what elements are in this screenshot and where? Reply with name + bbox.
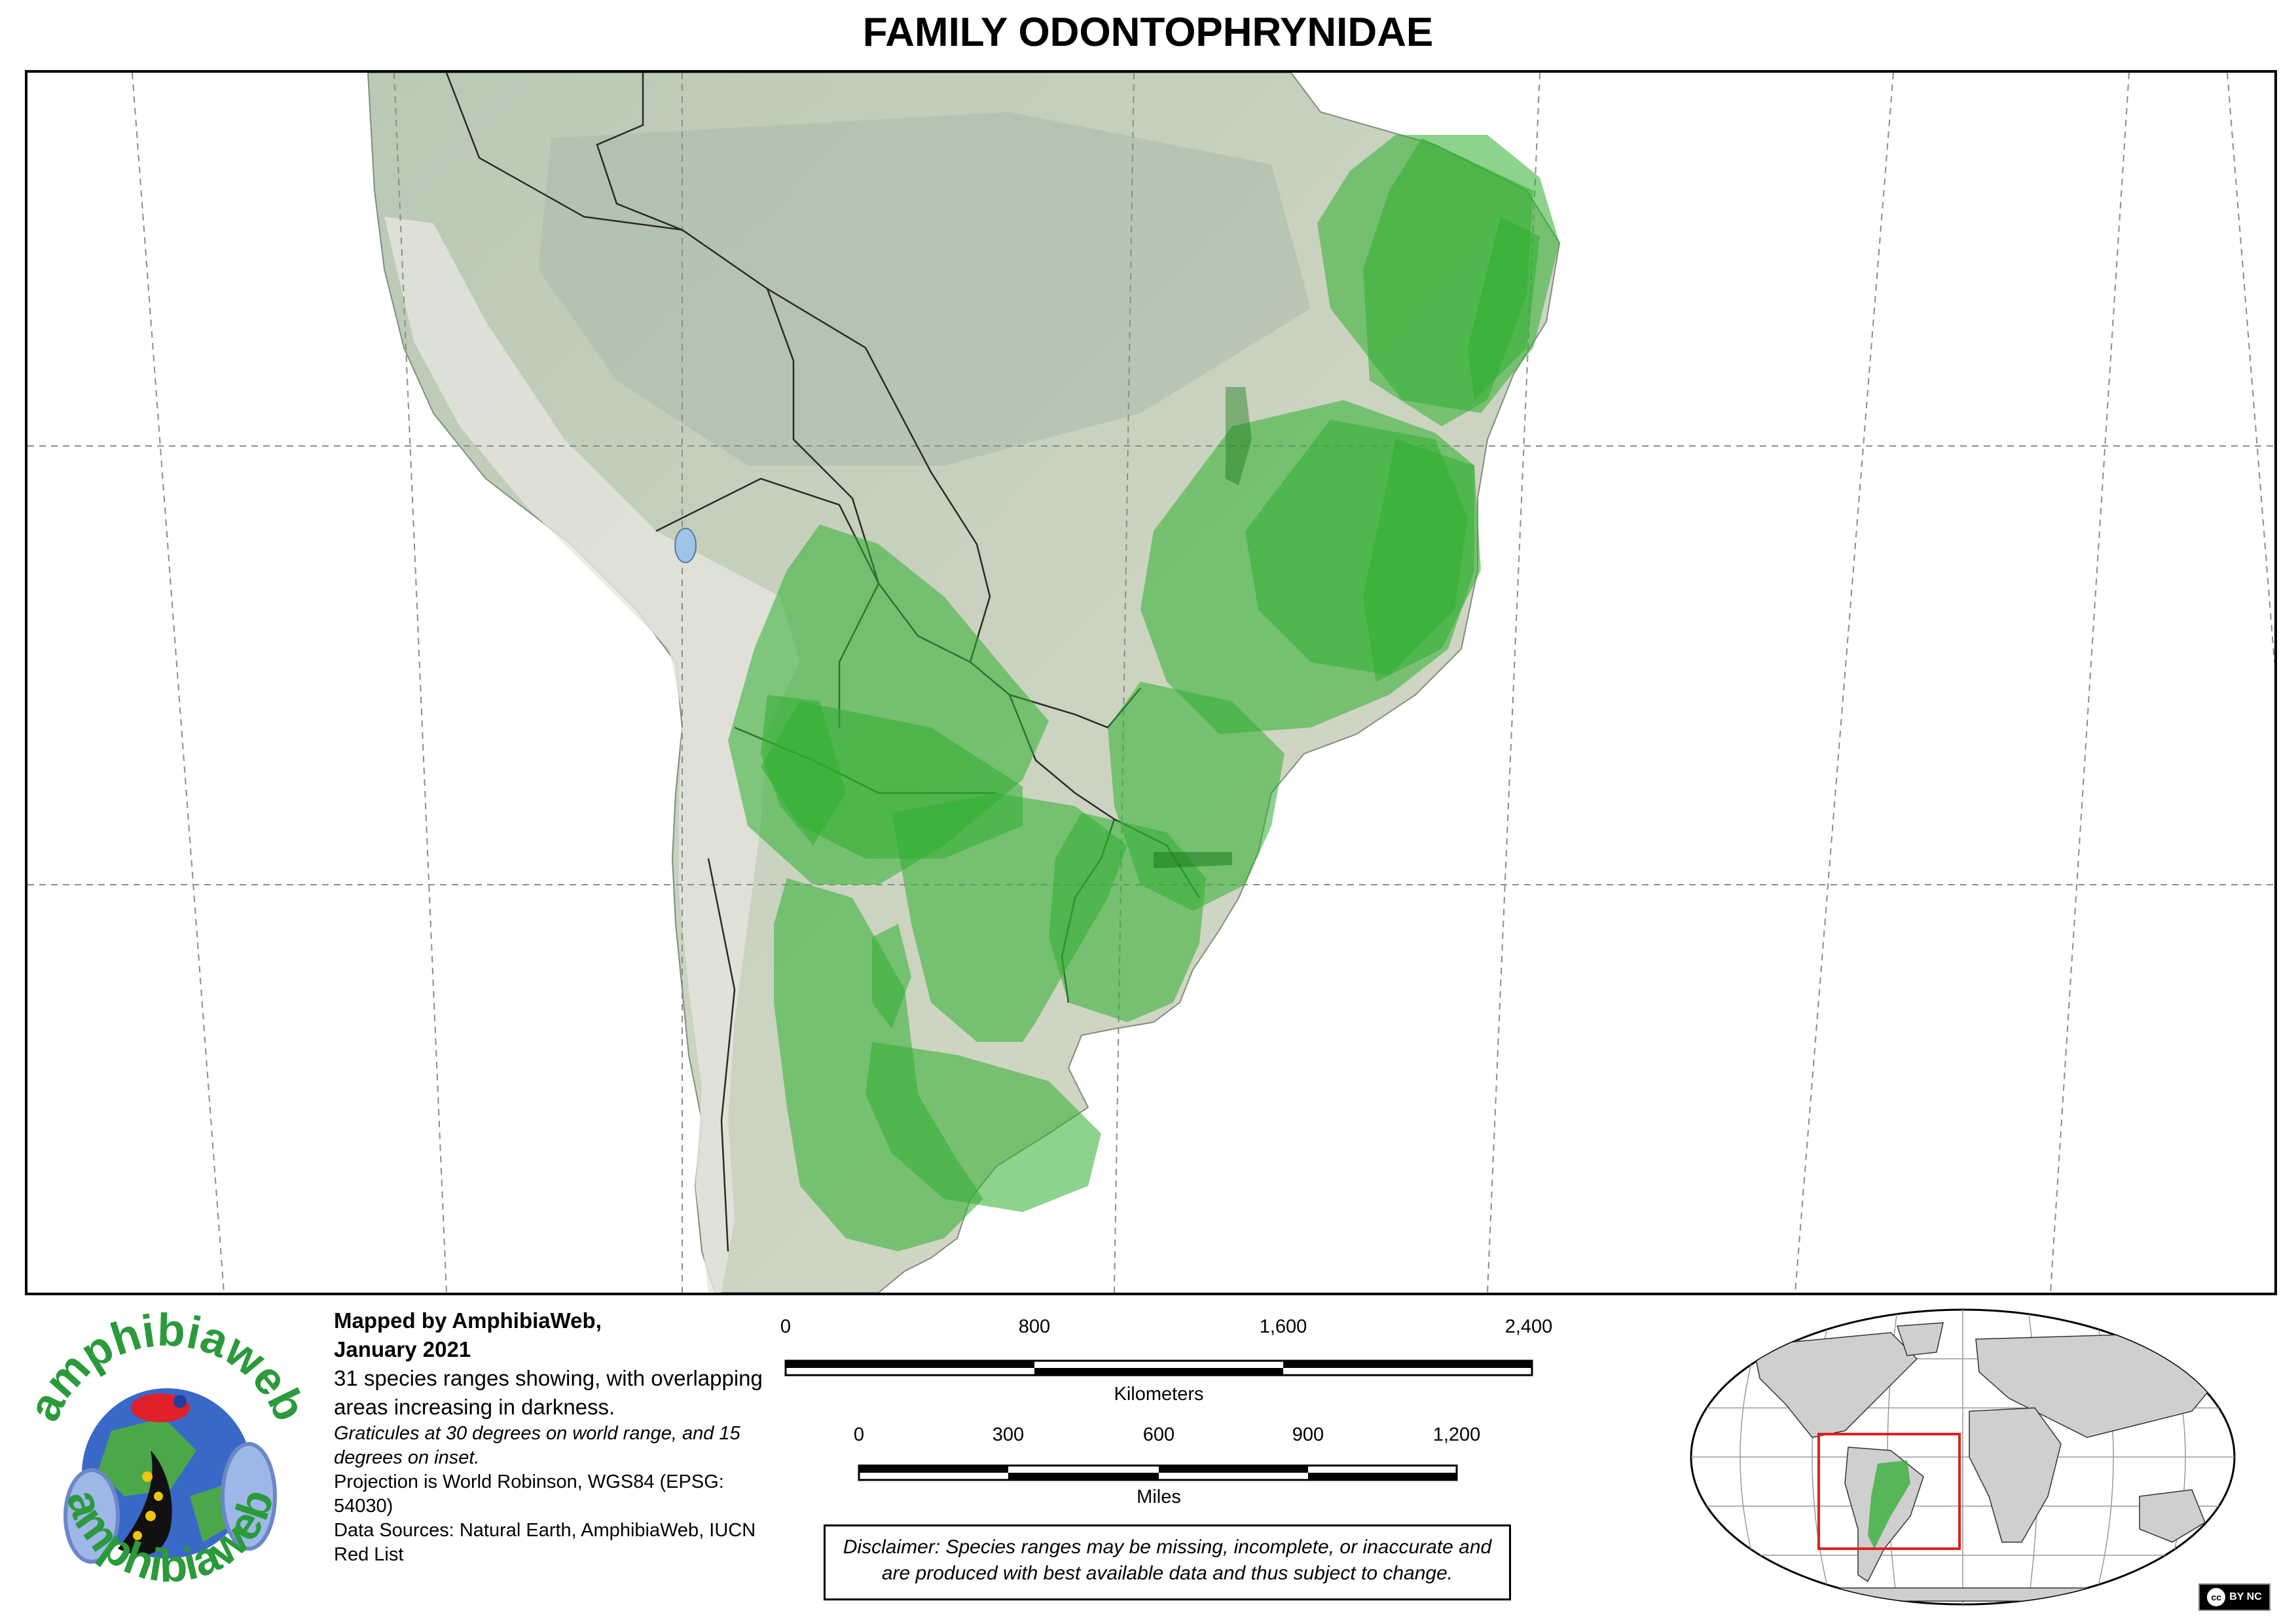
inset-north-america <box>1753 1332 1918 1438</box>
species-ranges[interactable] <box>728 135 1559 1251</box>
credits-block: Mapped by AmphibiaWeb, January 2021 31 s… <box>334 1306 779 1567</box>
graticule-note: Graticules at 30 degrees on world range,… <box>334 1423 740 1468</box>
salamander-icon <box>118 1450 172 1555</box>
map-date: January 2021 <box>334 1337 471 1361</box>
range-polygon[interactable] <box>1468 217 1540 400</box>
inset-range-highlight <box>1868 1460 1910 1549</box>
mi-tick-label: 900 <box>1292 1424 1324 1445</box>
amazon-basin <box>538 112 1311 466</box>
disclaimer-box: Disclaimer: Species ranges may be missin… <box>824 1524 1511 1600</box>
mi-tick-label: 1,200 <box>1433 1424 1481 1445</box>
andes-band <box>384 217 800 1293</box>
globe-land-icon <box>98 1418 196 1496</box>
range-polygon[interactable] <box>1154 852 1232 868</box>
cc-terms: BY NC <box>2229 1591 2262 1602</box>
range-polygon[interactable] <box>872 924 911 1029</box>
lake-titicaca <box>674 528 697 563</box>
inset-extent-box <box>1817 1433 1961 1550</box>
range-summary: 31 species ranges showing, with overlapp… <box>334 1366 763 1419</box>
km-tick-label: 2,400 <box>1505 1316 1553 1337</box>
hand-icon <box>64 1468 120 1564</box>
cc-license-badge[interactable]: cc BY NC <box>2198 1583 2270 1611</box>
inset-australia <box>2139 1489 2206 1543</box>
km-tick-label: 800 <box>1019 1316 1050 1337</box>
projection-note: Projection is World Robinson, WGS84 (EPS… <box>334 1471 724 1517</box>
map-title: FAMILY ODONTOPHRYNIDAE <box>862 10 1434 55</box>
range-polygon[interactable] <box>866 1042 1101 1212</box>
km-scale-bar <box>784 1359 1533 1376</box>
map-canvas <box>27 73 2274 1293</box>
amphibiaweb-logo: amphibiaweb amphibiaweb <box>18 1304 316 1591</box>
km-tick-label: 0 <box>780 1316 791 1337</box>
km-label: Kilometers <box>1114 1384 1204 1405</box>
mi-tick-label: 300 <box>993 1424 1024 1445</box>
mi-label: Miles <box>1137 1486 1181 1507</box>
mapped-by: Mapped by AmphibiaWeb, <box>334 1308 602 1333</box>
range-polygon[interactable] <box>1226 387 1252 485</box>
km-tick-label: 1,600 <box>1260 1316 1307 1337</box>
mi-tick-label: 0 <box>854 1424 864 1445</box>
scale-bars: 0 800 1,600 2,400 Kilometers 0 300 600 9… <box>780 1316 1553 1507</box>
inset-content <box>1691 1310 2234 1604</box>
data-sources: Data Sources: Natural Earth, AmphibiaWeb… <box>334 1520 756 1565</box>
inset-africa <box>1969 1407 2062 1543</box>
mi-scale-bar <box>858 1464 1458 1481</box>
inset-world-map[interactable] <box>1681 1300 2244 1614</box>
range-polygon[interactable] <box>892 793 1127 1042</box>
range-polygon[interactable] <box>1363 439 1481 682</box>
mi-tick-label: 600 <box>1143 1424 1175 1445</box>
inset-antarctica <box>1746 1587 2179 1602</box>
cc-icon: cc <box>2207 1588 2226 1606</box>
inset-greenland <box>1896 1322 1944 1356</box>
main-map[interactable] <box>25 70 2277 1295</box>
range-polygon[interactable] <box>761 695 846 845</box>
